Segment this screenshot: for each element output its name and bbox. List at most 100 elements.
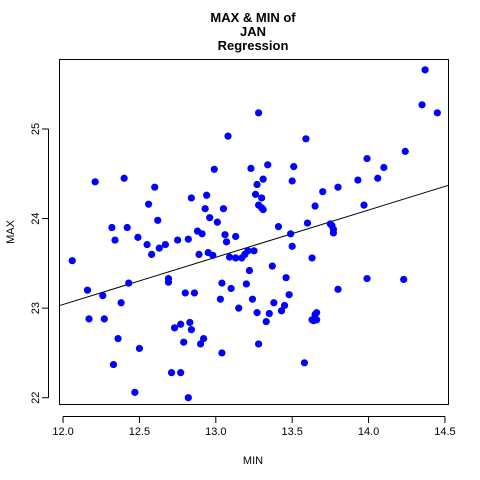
- data-point: [277, 307, 286, 315]
- data-point: [287, 230, 295, 238]
- x-tick-label: 14.5: [434, 426, 455, 438]
- data-point: [177, 369, 185, 377]
- data-point: [265, 309, 273, 318]
- data-point: [401, 147, 409, 155]
- data-point: [198, 230, 206, 238]
- data-point: [334, 285, 342, 293]
- data-point: [114, 335, 122, 343]
- data-point: [108, 223, 116, 232]
- data-point: [203, 191, 211, 199]
- data-point: [280, 301, 289, 310]
- y-tick-label: 23: [30, 302, 42, 314]
- data-point: [418, 101, 426, 109]
- data-point: [288, 177, 296, 185]
- data-point: [268, 262, 276, 270]
- data-point: [421, 66, 429, 74]
- data-point: [313, 316, 321, 324]
- data-point: [242, 280, 250, 288]
- y-tick-label: 24: [30, 212, 42, 224]
- chart-title-line-3: Regression: [218, 38, 289, 53]
- data-point: [218, 279, 226, 287]
- data-point: [131, 388, 139, 396]
- y-axis-label: MAX: [5, 219, 17, 244]
- data-point: [184, 235, 192, 243]
- data-point: [180, 338, 188, 346]
- data-point: [195, 250, 203, 258]
- data-point: [254, 340, 263, 348]
- data-point: [274, 223, 283, 231]
- data-point: [218, 349, 226, 357]
- x-tick-label: 12.5: [129, 426, 150, 438]
- data-point: [363, 154, 371, 163]
- data-point: [111, 236, 119, 244]
- data-point: [264, 161, 272, 169]
- data-point: [68, 257, 76, 265]
- x-axis-label: MIN: [243, 455, 263, 467]
- data-point: [308, 254, 316, 262]
- data-point: [210, 165, 218, 173]
- data-point: [123, 223, 131, 232]
- data-point: [170, 324, 179, 332]
- data-point: [99, 292, 107, 300]
- data-point: [219, 205, 228, 213]
- data-point: [167, 369, 176, 377]
- x-axis: 12.0 12.5 13.0 13.5 14.0 14.5: [52, 416, 456, 438]
- data-point: [187, 326, 195, 334]
- data-point: [433, 109, 441, 117]
- chart-title-line-2: JAN: [240, 24, 266, 39]
- data-point: [244, 247, 252, 255]
- data-point: [151, 183, 159, 191]
- data-point: [225, 253, 234, 261]
- y-axis: 22 23 24 25: [30, 123, 49, 404]
- data-point: [174, 236, 182, 244]
- data-point: [187, 194, 195, 202]
- data-point: [259, 175, 267, 183]
- y-tick-label: 25: [30, 123, 42, 135]
- data-point: [143, 240, 151, 249]
- data-point: [250, 247, 258, 255]
- data-point: [186, 318, 194, 327]
- data-point: [164, 278, 173, 286]
- data-point: [329, 229, 338, 237]
- data-point: [196, 340, 205, 348]
- x-tick-label: 12.0: [52, 426, 73, 438]
- data-point: [334, 183, 342, 191]
- data-point: [400, 275, 408, 284]
- plot-area-frame: [59, 59, 449, 405]
- data-point: [363, 274, 371, 283]
- data-point: [270, 299, 278, 307]
- data-point: [213, 218, 221, 226]
- data-point: [109, 360, 118, 369]
- data-point: [201, 205, 209, 213]
- data-point: [251, 190, 260, 198]
- chart-title: MAX & MIN of JAN Regression: [210, 10, 296, 53]
- data-point: [120, 174, 128, 182]
- data-point: [282, 274, 290, 282]
- x-tick-label: 14.0: [358, 426, 379, 438]
- data-point: [199, 335, 208, 343]
- data-point: [216, 295, 224, 303]
- data-point: [190, 289, 199, 297]
- data-point: [154, 216, 162, 224]
- data-point: [221, 231, 229, 239]
- data-point: [259, 206, 267, 214]
- data-point: [285, 291, 293, 299]
- data-point: [227, 284, 235, 293]
- data-point: [302, 135, 310, 143]
- data-point: [232, 254, 240, 262]
- data-point: [311, 202, 319, 210]
- x-tick-label: 13.0: [205, 426, 226, 438]
- data-point: [134, 233, 142, 241]
- data-point: [303, 219, 312, 227]
- data-point: [354, 176, 362, 184]
- data-point: [288, 242, 296, 250]
- data-point: [222, 238, 231, 246]
- data-point: [360, 201, 368, 209]
- data-point: [254, 109, 263, 117]
- data-point: [148, 250, 156, 258]
- data-point: [181, 289, 189, 297]
- data-point: [232, 232, 240, 241]
- data-point: [290, 163, 298, 171]
- data-point: [235, 304, 243, 312]
